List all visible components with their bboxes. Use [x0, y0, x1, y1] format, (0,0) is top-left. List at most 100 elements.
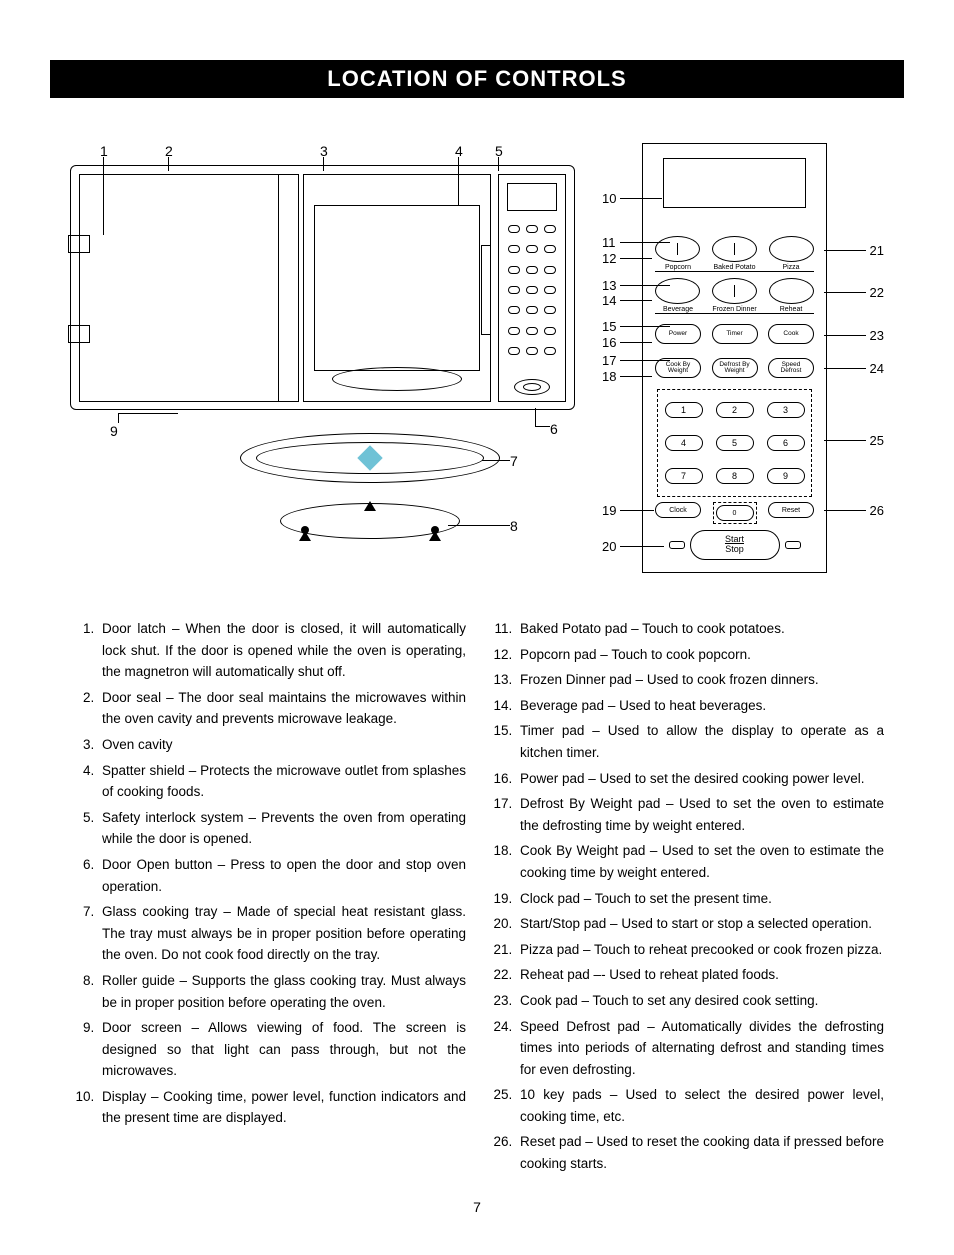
- control-panel-detail: 10 11 12 13 14 15 16 17 18 19 20 21: [584, 143, 884, 573]
- roller-guide-icon: [280, 503, 460, 539]
- label-beverage: Beverage: [655, 306, 701, 313]
- list-item: Door seal – The door seal maintains the …: [98, 687, 466, 730]
- callout-10: 10: [602, 191, 616, 206]
- oven-cavity: [303, 174, 491, 402]
- callout-19: 19: [602, 503, 616, 518]
- keypad-0-group: 0: [713, 502, 757, 524]
- callout-22: 22: [870, 285, 884, 300]
- list-item: Cook pad – Touch to set any desired cook…: [516, 990, 884, 1012]
- manual-page: LOCATION OF CONTROLS 1 2 3 4 5: [0, 0, 954, 1255]
- label-frozen-dinner: Frozen Dinner: [712, 306, 758, 313]
- cook-pad: Cook: [768, 324, 814, 344]
- list-item: Frozen Dinner pad – Used to cook frozen …: [516, 669, 884, 691]
- list-item: Start/Stop pad – Used to start or stop a…: [516, 913, 884, 935]
- list-item: Defrost By Weight pad – Used to set the …: [516, 793, 884, 836]
- keypad-6: 6: [767, 435, 805, 451]
- list-item: 10 key pads – Used to select the desired…: [516, 1084, 884, 1127]
- keypad-8: 8: [716, 468, 754, 484]
- clock-pad: Clock: [655, 502, 701, 518]
- interlock-icon: [481, 245, 491, 335]
- diagram-area: 1 2 3 4 5: [50, 143, 904, 573]
- callout-12: 12: [602, 251, 616, 266]
- timer-pad: Timer: [712, 324, 758, 344]
- list-item: Baked Potato pad – Touch to cook potatoe…: [516, 618, 884, 640]
- keypad-9: 9: [767, 468, 805, 484]
- keypad-2: 2: [716, 402, 754, 418]
- callout-8: 8: [510, 518, 518, 534]
- list-item: Reheat pad –- Used to reheat plated food…: [516, 964, 884, 986]
- list-item: Clock pad – Touch to set the present tim…: [516, 888, 884, 910]
- list-item: Safety interlock system – Prevents the o…: [98, 807, 466, 850]
- keypad-0: 0: [716, 505, 754, 521]
- door-open-button-icon: [514, 379, 550, 395]
- callout-25: 25: [870, 433, 884, 448]
- stop-label: Stop: [725, 545, 744, 555]
- list-item: Roller guide – Supports the glass cookin…: [98, 970, 466, 1013]
- callout-9: 9: [110, 423, 118, 439]
- microwave-body: [70, 165, 575, 410]
- list-item: Timer pad – Used to allow the display to…: [516, 720, 884, 763]
- panel-box: Popcorn Baked Potato Pizza Beverage Froz…: [642, 143, 827, 573]
- right-column: Baked Potato pad – Touch to cook potatoe…: [488, 618, 884, 1179]
- numeric-keypad: 1 2 3 4 5 6 7 8 9: [657, 389, 812, 497]
- callout-26: 26: [870, 503, 884, 518]
- callout-7: 7: [510, 453, 518, 469]
- label-reheat: Reheat: [768, 306, 814, 313]
- label-popcorn: Popcorn: [655, 264, 701, 271]
- callout-17: 17: [602, 353, 616, 368]
- popcorn-pad: [655, 236, 700, 262]
- speed-defrost-pad: Speed Defrost: [768, 358, 814, 378]
- beverage-pad: [655, 278, 700, 304]
- frozen-dinner-pad: [712, 278, 757, 304]
- callout-20: 20: [602, 539, 616, 554]
- list-item: Speed Defrost pad – Automatically divide…: [516, 1016, 884, 1081]
- section-title: LOCATION OF CONTROLS: [50, 60, 904, 98]
- callout-14: 14: [602, 293, 616, 308]
- list-item: Glass cooking tray – Made of special hea…: [98, 901, 466, 966]
- defrost-by-weight-pad: Defrost By Weight: [712, 358, 758, 378]
- keypad-7: 7: [665, 468, 703, 484]
- right-list: Baked Potato pad – Touch to cook potatoe…: [488, 618, 884, 1175]
- keypad-4: 4: [665, 435, 703, 451]
- callout-18: 18: [602, 369, 616, 384]
- description-columns: Door latch – When the door is closed, it…: [50, 618, 904, 1179]
- label-baked-potato: Baked Potato: [712, 264, 758, 271]
- list-item: Door Open button – Press to open the doo…: [98, 854, 466, 897]
- list-item: Popcorn pad – Touch to cook popcorn.: [516, 644, 884, 666]
- keypad-1: 1: [665, 402, 703, 418]
- pizza-pad: [769, 236, 814, 262]
- list-item: Pizza pad – Touch to reheat precooked or…: [516, 939, 884, 961]
- callout-13: 13: [602, 278, 616, 293]
- keypad-5: 5: [716, 435, 754, 451]
- list-item: Reset pad – Used to reset the cooking da…: [516, 1131, 884, 1174]
- control-panel-small: [498, 174, 566, 402]
- list-item: Spatter shield – Protects the microwave …: [98, 760, 466, 803]
- callout-6: 6: [550, 421, 558, 437]
- reheat-pad: [769, 278, 814, 304]
- baked-potato-pad: [712, 236, 757, 262]
- list-item: Power pad – Used to set the desired cook…: [516, 768, 884, 790]
- panel-display-icon: [663, 158, 806, 208]
- list-item: Oven cavity: [98, 734, 466, 756]
- glass-tray-icon: [240, 433, 500, 483]
- keypad-3: 3: [767, 402, 805, 418]
- list-item: Cook By Weight pad – Used to set the ove…: [516, 840, 884, 883]
- callout-16: 16: [602, 335, 616, 350]
- callout-23: 23: [870, 328, 884, 343]
- label-pizza: Pizza: [768, 264, 814, 271]
- callout-21: 21: [870, 243, 884, 258]
- list-item: Door screen – Allows viewing of food. Th…: [98, 1017, 466, 1082]
- microwave-door: [79, 174, 299, 402]
- left-list: Door latch – When the door is closed, it…: [70, 618, 466, 1129]
- list-item: Beverage pad – Used to heat beverages.: [516, 695, 884, 717]
- door-latch-icon: [68, 235, 90, 253]
- list-item: Display – Cooking time, power level, fun…: [98, 1086, 466, 1129]
- callout-24: 24: [870, 361, 884, 376]
- reset-pad: Reset: [768, 502, 814, 518]
- microwave-diagram: 1 2 3 4 5: [70, 143, 580, 573]
- page-number: 7: [50, 1199, 904, 1215]
- cook-by-weight-pad: Cook By Weight: [655, 358, 701, 378]
- callout-11: 11: [602, 235, 616, 250]
- power-pad: Power: [655, 324, 701, 344]
- start-stop-pad: Start Stop: [690, 530, 780, 560]
